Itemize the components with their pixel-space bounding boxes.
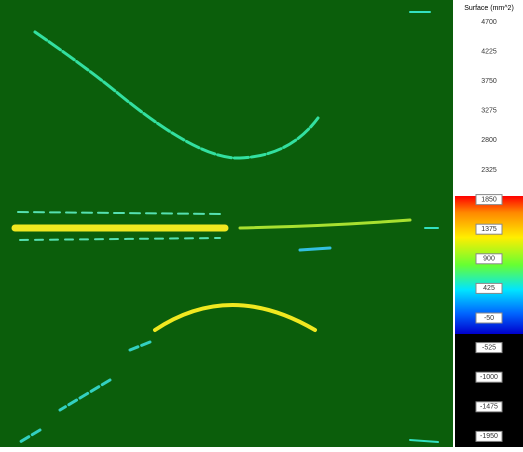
colorbar-title: Surface (mm^2) [464,5,514,12]
tick-label: 4700 [481,19,497,26]
tick-label: 2325 [481,167,497,174]
plot-area [0,0,453,447]
tick-label: 4225 [481,48,497,55]
tick-label: 3750 [481,78,497,85]
tick-label: 3275 [481,108,497,115]
tick-label: -525 [482,344,496,351]
tick-label: 900 [483,256,495,263]
tick-label: 2800 [481,137,497,144]
tick-label: -1000 [480,374,498,381]
tick-label: -1475 [480,404,498,411]
tick-label: -1950 [480,433,498,440]
screen: Surface (mm^2) 4700 4225 3750 3275 2800 2325 1… [0,0,523,447]
fragment [300,248,330,250]
tick-label: -50 [484,315,494,322]
tick-label: 1850 [481,196,497,203]
tick-label: 425 [483,285,495,292]
tick-label: 1375 [481,226,497,233]
